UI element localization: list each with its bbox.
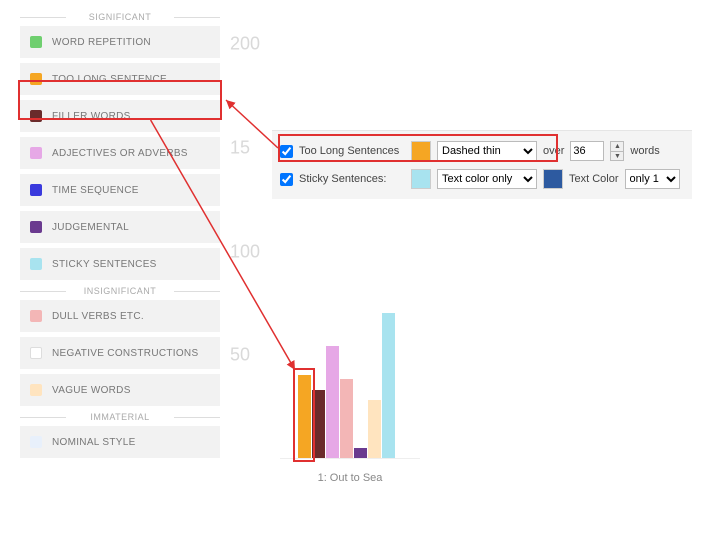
input-word-threshold[interactable] [570, 141, 604, 161]
color-swatch-too-long[interactable] [411, 141, 431, 161]
group-header: SIGNIFICANT [20, 12, 220, 22]
swatch-icon [30, 436, 42, 448]
sidebar-item[interactable]: NOMINAL STYLE [20, 426, 220, 458]
swatch-icon [30, 110, 42, 122]
sidebar-item[interactable]: FILLER WORDS [20, 100, 220, 132]
chart-plot [280, 44, 420, 459]
checkbox-sticky[interactable] [280, 173, 293, 186]
chart-bar [298, 375, 311, 458]
swatch-icon [30, 310, 42, 322]
chart-bar [354, 448, 367, 458]
select-line-style-sticky[interactable]: Text color only [437, 169, 537, 189]
sidebar-item-label: FILLER WORDS [52, 111, 131, 122]
sidebar-item-label: STICKY SENTENCES [52, 259, 157, 270]
sidebar-item[interactable]: TOO LONG SENTENCE [20, 63, 220, 95]
color-swatch-text[interactable] [543, 169, 563, 189]
settings-row-sticky: Sticky Sentences: Text color only Text C… [280, 165, 684, 193]
sidebar-item[interactable]: NEGATIVE CONSTRUCTIONS [20, 337, 220, 369]
chart-area: 2001510050 1: Out to Sea [230, 44, 430, 484]
sidebar-item[interactable]: ADJECTIVES OR ADVERBS [20, 137, 220, 169]
swatch-icon [30, 36, 42, 48]
chart-x-label: 1: Out to Sea [280, 472, 420, 484]
sidebar-item[interactable]: VAGUE WORDS [20, 374, 220, 406]
sidebar-item[interactable]: WORD REPETITION [20, 26, 220, 58]
y-axis-label: 50 [230, 345, 250, 366]
setting-label-sticky: Sticky Sentences: [299, 173, 405, 185]
sidebar-item[interactable]: JUDGEMENTAL [20, 211, 220, 243]
y-axis-label: 15 [230, 137, 250, 158]
setting-label-too-long: Too Long Sentences [299, 145, 405, 157]
swatch-icon [30, 384, 42, 396]
sidebar-item-label: NEGATIVE CONSTRUCTIONS [52, 348, 198, 359]
swatch-icon [30, 147, 42, 159]
select-only[interactable]: only 1 [625, 169, 680, 189]
sidebar-item-label: NOMINAL STYLE [52, 437, 136, 448]
sidebar-item-label: TIME SEQUENCE [52, 185, 139, 196]
group-header: INSIGNIFICANT [20, 286, 220, 296]
chart-bar [382, 313, 395, 458]
swatch-icon [30, 184, 42, 196]
checkbox-too-long[interactable] [280, 145, 293, 158]
sidebar-item-label: DULL VERBS ETC. [52, 311, 144, 322]
label-over: over [543, 145, 564, 157]
y-axis-label: 200 [230, 34, 260, 55]
spinner-down-icon[interactable]: ▼ [611, 152, 623, 161]
swatch-icon [30, 73, 42, 85]
spinner-word-threshold[interactable]: ▲▼ [610, 141, 624, 161]
label-words: words [630, 145, 659, 157]
spinner-up-icon[interactable]: ▲ [611, 142, 623, 152]
chart-bar [340, 379, 353, 458]
chart-bar [368, 400, 381, 458]
swatch-icon [30, 258, 42, 270]
sidebar-item[interactable]: DULL VERBS ETC. [20, 300, 220, 332]
group-header: IMMATERIAL [20, 412, 220, 422]
select-line-style-too-long[interactable]: Dashed thin [437, 141, 537, 161]
swatch-icon [30, 221, 42, 233]
sidebar-item-label: WORD REPETITION [52, 37, 151, 48]
sidebar-item-label: VAGUE WORDS [52, 385, 131, 396]
sidebar-item[interactable]: STICKY SENTENCES [20, 248, 220, 280]
settings-row-too-long: Too Long Sentences Dashed thin over ▲▼ w… [280, 137, 684, 165]
label-text-color: Text Color [569, 173, 619, 185]
sidebar-item-label: ADJECTIVES OR ADVERBS [52, 148, 188, 159]
chart-bar [326, 346, 339, 458]
chart-bar [312, 390, 325, 458]
sidebar-item-label: JUDGEMENTAL [52, 222, 129, 233]
sidebar-item-label: TOO LONG SENTENCE [52, 74, 167, 85]
color-swatch-sticky[interactable] [411, 169, 431, 189]
sidebar: SIGNIFICANT WORD REPETITION TOO LONG SENTE… [20, 0, 220, 463]
y-axis-label: 100 [230, 241, 260, 262]
sidebar-item[interactable]: TIME SEQUENCE [20, 174, 220, 206]
settings-panel: Too Long Sentences Dashed thin over ▲▼ w… [272, 130, 692, 199]
swatch-icon [30, 347, 42, 359]
